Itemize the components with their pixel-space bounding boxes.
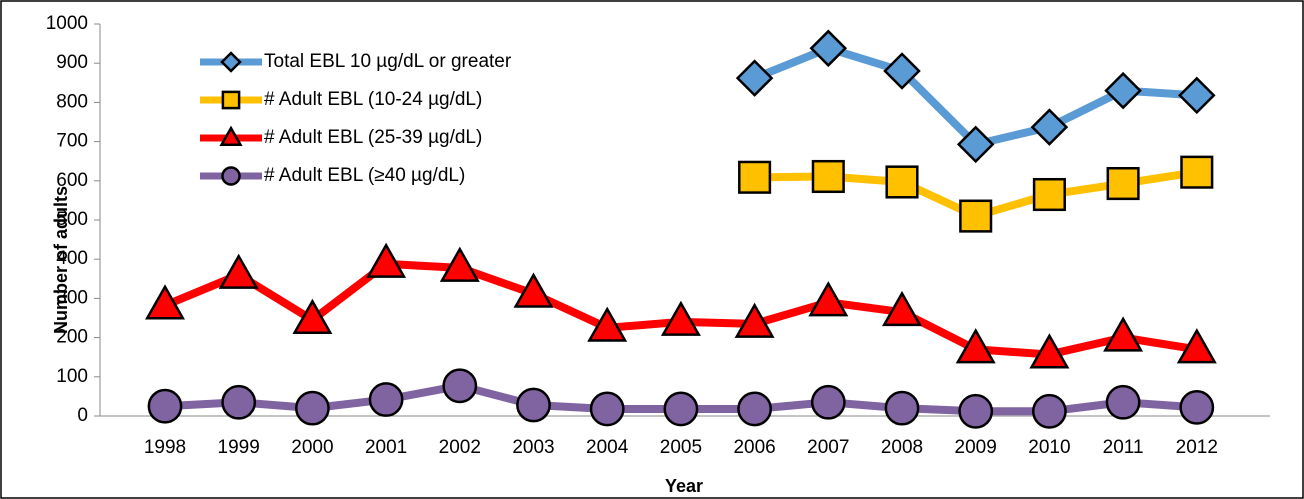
marker	[1176, 328, 1217, 364]
marker	[1105, 384, 1141, 420]
y-tick-label: 700	[56, 131, 88, 152]
marker	[1032, 393, 1067, 429]
marker	[516, 387, 551, 423]
y-tick-label: 400	[56, 248, 88, 269]
marker	[1180, 155, 1214, 189]
x-tick-label: 2009	[955, 437, 997, 458]
y-tick-label: 900	[56, 52, 88, 73]
y-tick-label: 600	[56, 170, 88, 191]
marker	[735, 59, 774, 97]
marker	[147, 388, 183, 424]
marker	[295, 390, 330, 426]
marker	[145, 284, 185, 320]
marker	[663, 391, 699, 427]
marker	[1032, 177, 1066, 212]
marker	[589, 391, 625, 427]
marker	[1179, 389, 1215, 425]
marker	[959, 199, 993, 233]
x-tick-label: 2008	[881, 437, 923, 458]
marker	[1030, 108, 1069, 146]
x-tick-label: 2006	[733, 437, 775, 458]
y-tick-label: 500	[56, 209, 88, 230]
legend-label: Total EBL 10 µg/dL or greater	[264, 51, 512, 72]
marker	[958, 393, 994, 429]
marker	[882, 290, 922, 327]
y-axis-title: Number of adults	[51, 186, 71, 334]
marker	[734, 302, 775, 338]
marker	[809, 29, 848, 68]
x-tick-label: 1999	[218, 437, 260, 458]
marker	[1103, 316, 1144, 352]
marker	[811, 159, 845, 194]
legend-label: # Adult EBL (10-24 µg/dL)	[264, 89, 482, 110]
marker	[956, 125, 995, 164]
y-tick-label: 1000	[46, 13, 88, 34]
marker	[737, 391, 772, 427]
marker	[1029, 333, 1070, 369]
x-tick-label: 1998	[144, 437, 186, 458]
marker	[660, 300, 701, 336]
y-tick-label: 100	[56, 366, 88, 387]
marker	[218, 253, 259, 289]
marker	[738, 160, 772, 194]
marker	[883, 52, 921, 90]
marker	[221, 90, 241, 110]
x-axis-title: Year	[665, 476, 703, 496]
marker	[220, 51, 242, 73]
marker	[1104, 71, 1142, 110]
marker	[292, 298, 333, 334]
marker	[221, 384, 257, 420]
x-tick-label: 2003	[512, 437, 554, 458]
x-tick-label: 2005	[660, 437, 702, 458]
marker	[513, 272, 554, 308]
marker	[366, 242, 407, 278]
y-tick-label: 200	[56, 327, 88, 348]
x-tick-label: 2012	[1176, 437, 1218, 458]
marker	[808, 281, 849, 317]
marker	[221, 166, 241, 186]
legend-label: # Adult EBL (≥40 µg/dL)	[264, 165, 465, 186]
marker	[885, 165, 919, 199]
marker	[442, 368, 478, 404]
x-tick-label: 2004	[586, 437, 629, 458]
marker	[1178, 76, 1216, 115]
marker	[368, 382, 404, 417]
x-tick-label: 2002	[439, 437, 481, 458]
x-tick-label: 2011	[1103, 437, 1144, 458]
marker	[884, 390, 920, 426]
legend-label: # Adult EBL (25-39 µg/dL)	[264, 127, 482, 148]
y-tick-label: 800	[56, 91, 88, 112]
marker	[955, 328, 996, 364]
x-tick-label: 2001	[365, 437, 407, 458]
marker	[219, 125, 243, 146]
x-tick-label: 2010	[1028, 437, 1070, 458]
marker	[810, 384, 846, 420]
y-tick-label: 300	[56, 287, 88, 308]
y-tick-label: 0	[77, 405, 88, 426]
marker	[1106, 166, 1140, 201]
x-tick-label: 2007	[807, 437, 849, 458]
x-tick-label: 2000	[291, 437, 333, 458]
marker	[439, 246, 480, 282]
marker	[587, 306, 628, 342]
